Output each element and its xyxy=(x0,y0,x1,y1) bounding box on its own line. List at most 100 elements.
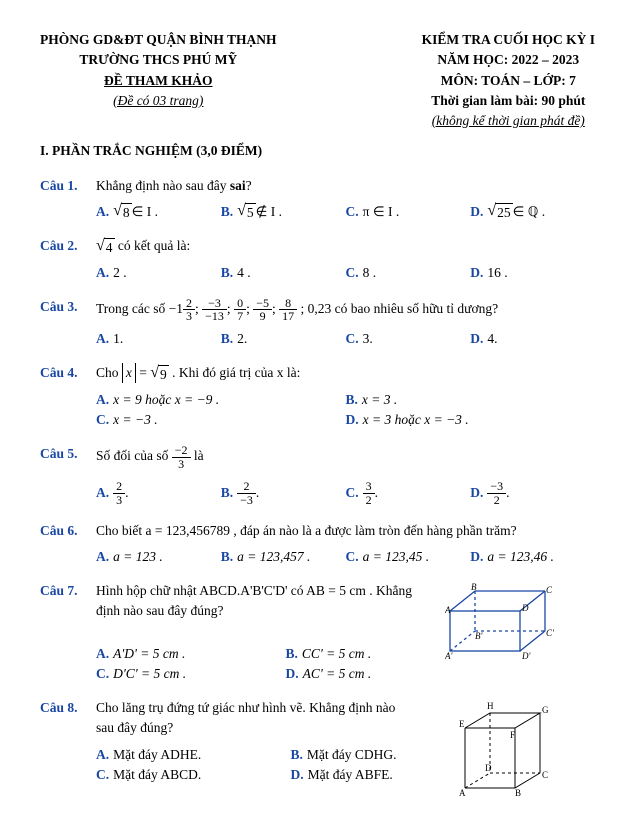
q8-l1: Cho lăng trụ đứng tứ giác như hình vẽ. K… xyxy=(96,700,395,715)
frac-nu: 0 xyxy=(234,297,246,311)
q2-B-text: 4 . xyxy=(237,263,251,283)
question-4: Câu 4. Cho x = √9 . Khi đó giá trị của x… xyxy=(40,363,595,430)
q6-C-text: a = 123,45 . xyxy=(363,547,430,567)
hdr-r3: MÔN: TOÁN – LỚP: 7 xyxy=(422,71,595,91)
q2-C: C.8 . xyxy=(346,263,471,283)
opt-letter: C. xyxy=(346,202,359,222)
q7-text: Hình hộp chữ nhật ABCD.A'B'C'D' có AB = … xyxy=(96,581,475,622)
fraction: −32 xyxy=(487,480,506,506)
q1-num: Câu 1. xyxy=(40,176,96,223)
opt-letter: A. xyxy=(96,263,109,283)
opt-letter: D. xyxy=(470,263,483,283)
svg-text:C: C xyxy=(546,585,553,595)
opt-letter: B. xyxy=(286,644,298,664)
fraction: 07 xyxy=(234,297,246,323)
opt-letter: B. xyxy=(291,745,303,765)
q5-text: Số đối của số −23 là xyxy=(96,444,595,470)
q3-B: B.2. xyxy=(221,329,346,349)
q3-C-text: 3. xyxy=(363,329,373,349)
q7-D-text: AC' = 5 cm . xyxy=(303,664,372,684)
q4-eq: = xyxy=(136,365,150,380)
svg-text:G: G xyxy=(542,705,549,715)
fraction: −23 xyxy=(172,444,191,470)
svg-text:D: D xyxy=(521,603,529,613)
q8-text: Cho lăng trụ đứng tứ giác như hình vẽ. K… xyxy=(96,698,485,739)
opt-letter: B. xyxy=(221,202,233,222)
frac-de: 7 xyxy=(234,310,246,323)
q8-A: A.Mặt đáy ADHE. xyxy=(96,745,291,765)
q6-D-text: a = 123,46 . xyxy=(487,547,554,567)
q6-D: D.a = 123,46 . xyxy=(470,547,595,567)
svg-text:E: E xyxy=(459,719,465,729)
hdr-l1: PHÒNG GD&ĐT QUẬN BÌNH THẠNH xyxy=(40,30,277,50)
q7-l1: Hình hộp chữ nhật ABCD.A'B'C'D' có AB = … xyxy=(96,583,412,598)
opt-letter: C. xyxy=(96,664,109,684)
q2-D: D.16 . xyxy=(470,263,595,283)
opt-letter: D. xyxy=(470,329,483,349)
q3-C: C.3. xyxy=(346,329,471,349)
header: PHÒNG GD&ĐT QUẬN BÌNH THẠNH TRƯỜNG THCS … xyxy=(40,30,595,131)
q2-D-text: 16 . xyxy=(487,263,507,283)
svg-text:D': D' xyxy=(521,651,531,661)
frac-de: 3 xyxy=(183,310,195,323)
q3-D-text: 4. xyxy=(487,329,497,349)
sqrt-icon: √9 xyxy=(150,365,169,384)
opt-letter: A. xyxy=(96,644,109,664)
opt-letter: D. xyxy=(286,664,299,684)
q4-sqrt: 9 xyxy=(158,365,169,384)
frac-nu: −3 xyxy=(202,297,227,311)
q7-figure: AB CD A'B' C'D' xyxy=(445,581,555,661)
q6-A-text: a = 123 . xyxy=(113,547,163,567)
question-3: Câu 3. Trong các số −123; −3−13; 07; −59… xyxy=(40,297,595,349)
hdr-r2: NĂM HỌC: 2022 – 2023 xyxy=(422,50,595,70)
svg-text:B: B xyxy=(471,582,477,592)
frac-nu: 3 xyxy=(363,480,375,494)
prism-icon: EH GF AD CB xyxy=(455,693,555,803)
q1-D-arg: 25 xyxy=(495,203,513,222)
q5-post: là xyxy=(194,448,204,463)
q7-num: Câu 7. xyxy=(40,581,96,684)
q8-A-text: Mặt đáy ADHE. xyxy=(113,745,201,765)
q3-text: Trong các số −123; −3−13; 07; −59; 817 ;… xyxy=(96,297,595,323)
header-right: KIỂM TRA CUỐI HỌC KỲ I NĂM HỌC: 2022 – 2… xyxy=(422,30,595,131)
q6-A: A.a = 123 . xyxy=(96,547,221,567)
fraction: 817 xyxy=(279,297,297,323)
opt-letter: D. xyxy=(470,547,483,567)
question-8: Câu 8. Cho lăng trụ đứng tứ giác như hìn… xyxy=(40,698,595,785)
opt-letter: A. xyxy=(96,483,109,503)
q2-num: Câu 2. xyxy=(40,236,96,283)
opt-letter: A. xyxy=(96,547,109,567)
opt-letter: B. xyxy=(221,263,233,283)
frac-nu: 8 xyxy=(279,297,297,311)
svg-text:F: F xyxy=(510,730,515,740)
hdr-l4: (Đề có 03 trang) xyxy=(40,91,277,111)
opt-letter: B. xyxy=(346,390,358,410)
opt-letter: D. xyxy=(291,765,304,785)
hdr-r5: (không kể thời gian phát đề) xyxy=(422,111,595,131)
q5-num: Câu 5. xyxy=(40,444,96,506)
q4-C: C.x = −3 . xyxy=(96,410,346,430)
frac-de: 2 xyxy=(487,494,506,507)
hdr-l2: TRƯỜNG THCS PHÚ MỸ xyxy=(40,50,277,70)
frac-de: 3 xyxy=(172,458,191,471)
q1-B-post: ∉ I . xyxy=(256,202,282,222)
opt-letter: C. xyxy=(346,547,359,567)
q8-figure: EH GF AD CB xyxy=(455,693,555,803)
fraction: 23 xyxy=(183,297,195,323)
q2-qtext: có kết quả là: xyxy=(115,238,191,253)
opt-letter: A. xyxy=(96,202,109,222)
svg-text:H: H xyxy=(487,701,494,711)
q6-B-text: a = 123,457 . xyxy=(237,547,310,567)
fraction: 2−3 xyxy=(237,480,256,506)
q4-pre: Cho xyxy=(96,365,122,380)
q3-pre: Trong các số xyxy=(96,301,169,316)
svg-text:A: A xyxy=(459,788,466,798)
frac-nu: 2 xyxy=(183,297,195,311)
fraction: 23 xyxy=(113,480,125,506)
svg-text:A: A xyxy=(445,605,451,615)
q1-B-arg: 5 xyxy=(245,203,256,222)
q1-A: A. √8 ∈ I . xyxy=(96,202,221,222)
question-6: Câu 6. Cho biết a = 123,456789 , đáp án … xyxy=(40,521,595,568)
q6-text: Cho biết a = 123,456789 , đáp án nào là … xyxy=(96,521,595,541)
q1-A-post: ∈ I . xyxy=(132,202,158,222)
